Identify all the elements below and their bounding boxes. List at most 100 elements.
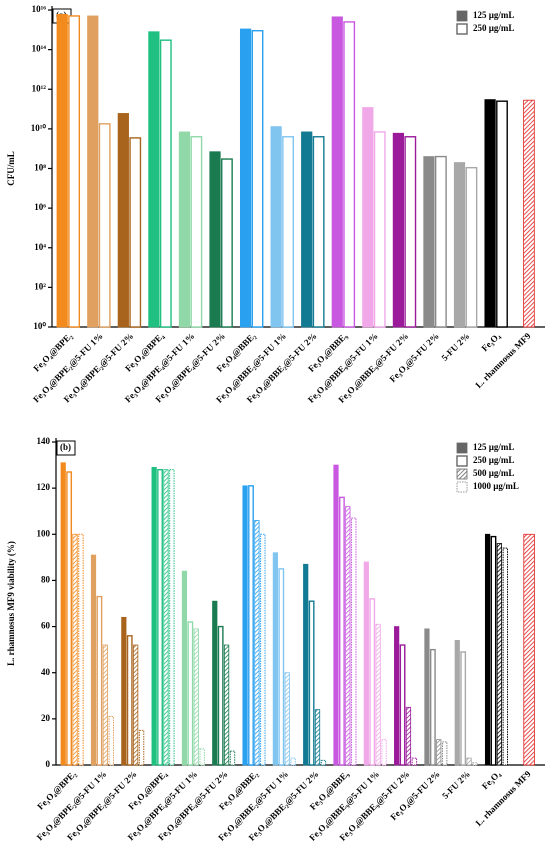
bar [221,158,233,328]
bar [466,757,472,766]
legend-label: 250 µg/mL [473,23,514,33]
bar [369,598,376,766]
bar [484,533,491,766]
legend-swatch [456,468,468,480]
bar [375,623,381,766]
bar [157,468,163,766]
bar [68,15,81,328]
y-tick-label: 100 [37,528,51,538]
bar [56,13,68,328]
bar [209,151,221,328]
bar [126,635,133,766]
y-tick-label: 10¹⁴ [32,44,47,54]
y-axis-label: L. rhamnosus MF9 viability (%) [6,541,16,666]
bar [405,706,412,766]
bar [373,131,386,328]
legend-swatch [456,442,468,454]
legend-swatch [456,455,468,467]
legend-swatch [456,23,468,35]
bar [303,563,309,766]
x-tick-label: Fe₃O₄ [479,331,502,354]
bar [423,156,435,328]
bar [121,616,127,766]
bar [312,136,325,328]
bar [229,750,236,766]
bar [284,672,290,766]
bar [314,709,321,766]
bar [472,762,478,766]
bar [454,640,460,766]
x-tick-label: L. rhamnosus MF9 [473,768,533,828]
bar [242,485,248,766]
bar [484,99,496,328]
bar [159,39,172,328]
y-tick-label: 10⁴ [34,242,46,252]
y-tick-label: 60 [41,621,51,631]
bar [212,600,218,766]
legend-label: 500 µg/mL [473,468,514,478]
bar [392,132,405,328]
y-tick-label: 0 [46,759,51,769]
bar [102,644,108,766]
bar [148,31,160,328]
bar [178,131,191,328]
y-tick-label: 10¹⁶ [32,4,47,14]
bar [270,126,282,328]
y-tick-label: 80 [41,574,51,584]
bar [96,595,103,766]
bar [434,155,447,328]
bar [66,471,73,766]
bar [308,600,315,766]
x-tick-label: Fe₃O₄ [480,769,503,792]
y-tick-label: 10² [34,281,46,291]
bar [169,469,175,766]
bar [187,621,194,766]
bar [394,626,400,766]
bar [290,757,296,766]
bar [424,628,430,766]
bar [331,16,343,328]
bar [465,166,478,328]
bar [301,131,313,328]
bar [248,485,254,766]
bar [436,739,442,766]
x-tick-label: L. rhamnosus MF9 [473,330,533,390]
bar [223,644,230,766]
bar [151,466,157,766]
bar [278,568,285,766]
bar [133,644,139,766]
bar [411,757,418,766]
bar [363,561,369,766]
bar [441,741,448,766]
bar [343,21,356,328]
bar [60,462,66,766]
bar [163,469,169,766]
bar [87,15,99,328]
y-tick-label: 40 [41,667,51,677]
bar [490,535,497,766]
legend-label: 125 µg/mL [473,442,514,452]
bar [239,28,252,328]
bar [193,628,199,766]
y-tick-label: 10¹² [32,83,47,93]
y-tick-label: 140 [37,436,51,446]
bar [345,506,351,766]
x-tick-label: 5-FU 2% [439,331,471,363]
bar [129,137,142,328]
bar [90,554,97,766]
bar [381,739,387,766]
bar [453,162,466,328]
bar [362,107,374,328]
bar [217,625,224,766]
legend-swatch [456,481,468,493]
bar [98,123,111,328]
bar [190,136,203,328]
legend-label: 125 µg/mL [473,10,514,20]
y-tick-label: 10⁰ [33,321,46,331]
bar [117,113,129,328]
bar [339,496,345,766]
bar [496,543,503,766]
legend-label: 1000 µg/mL [473,481,519,491]
bar [429,648,436,766]
